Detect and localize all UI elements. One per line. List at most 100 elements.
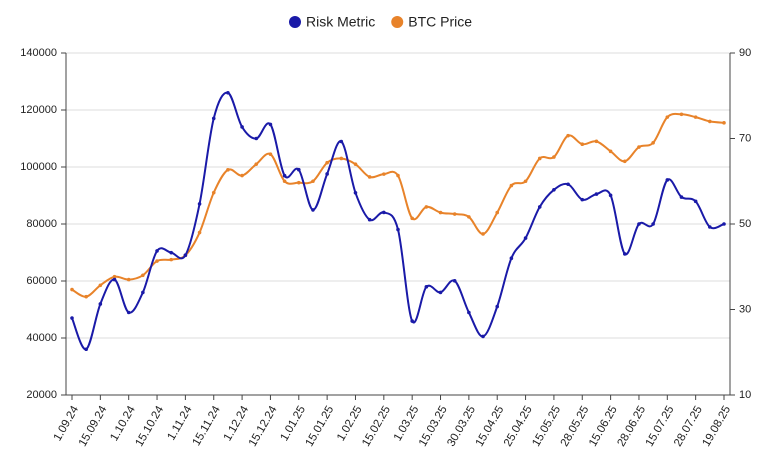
point [722,121,726,125]
legend-marker [391,16,404,28]
point [452,212,457,216]
point [396,227,400,232]
point [367,175,372,179]
point [566,182,570,187]
x-tick-label: 15.02.25 [360,404,393,449]
point [296,180,301,185]
x-tick-label: 1.09.24 [52,403,82,443]
point [637,145,641,149]
point [226,90,230,95]
point [424,285,429,289]
y-tick-label: 80000 [26,218,57,230]
point [367,217,372,222]
y2-tick-label: 90 [739,47,751,59]
point [254,136,259,141]
point [126,310,131,315]
y-tick-label: 140000 [20,47,57,59]
point [722,222,726,226]
point [552,155,556,159]
point [211,190,216,195]
point [651,222,655,226]
x-tick-label: 15.10.24 [133,403,166,448]
y2-tick-label: 10 [739,389,751,401]
point [495,304,500,309]
point [155,259,159,263]
point [240,125,244,129]
point [693,115,698,119]
point [396,173,400,178]
y2-tick-label: 70 [739,132,751,144]
x-tick-label: 1.02.25 [335,404,365,443]
legend-marker [289,16,301,28]
point [523,179,528,184]
legend-label: Risk Metric [306,14,375,30]
point [708,119,712,124]
point [226,168,230,172]
point [608,193,613,198]
point [296,167,301,172]
point [84,347,88,352]
point [537,205,542,209]
y-tick-label: 20000 [26,389,57,401]
point [268,122,273,127]
point [169,250,174,255]
point [112,277,117,282]
point [382,172,386,176]
y-tick-label: 120000 [20,104,57,116]
y-tick-label: 100000 [20,161,57,173]
point [382,210,386,215]
point [509,183,514,188]
point [622,252,627,256]
point [169,257,174,262]
point [353,162,358,166]
point [141,273,145,278]
y-tick-label: 60000 [26,275,57,287]
series-line [71,91,725,351]
point [580,142,585,146]
y-tick-label: 40000 [26,332,57,344]
point [467,215,471,219]
point [353,190,358,195]
point [311,208,315,212]
point [98,283,103,288]
x-tick-label: 15.01.25 [304,404,337,449]
point [282,179,287,184]
point [467,310,471,315]
point [126,277,131,282]
point [410,319,414,323]
point [452,279,457,283]
point [481,232,485,236]
x-tick-label: 15.09.24 [77,403,110,448]
point [495,210,500,215]
x-tick-label: 15.12.24 [247,403,280,448]
point [580,197,585,202]
point [197,202,202,206]
x-tick-label: 1.01.25 [278,404,308,443]
point [438,210,443,215]
point [594,139,599,144]
point [211,116,216,121]
y2-tick-label: 30 [739,303,751,315]
point [197,230,202,235]
point [112,274,117,279]
point [141,290,145,295]
point [325,172,329,176]
point [311,179,315,184]
legend: Risk Metric BTC Price [289,14,472,30]
point [537,156,542,161]
y2-tick-label: 50 [739,218,751,230]
point [424,205,429,209]
point [523,236,528,240]
series-line [71,112,725,298]
point [254,162,259,166]
legend-label: BTC Price [408,14,472,30]
point [410,216,414,221]
point [608,149,613,154]
point [155,249,159,253]
point [325,160,329,165]
point [339,139,344,144]
x-tick-label: 1.10.24 [108,403,138,443]
point [70,287,74,292]
point [282,173,287,178]
